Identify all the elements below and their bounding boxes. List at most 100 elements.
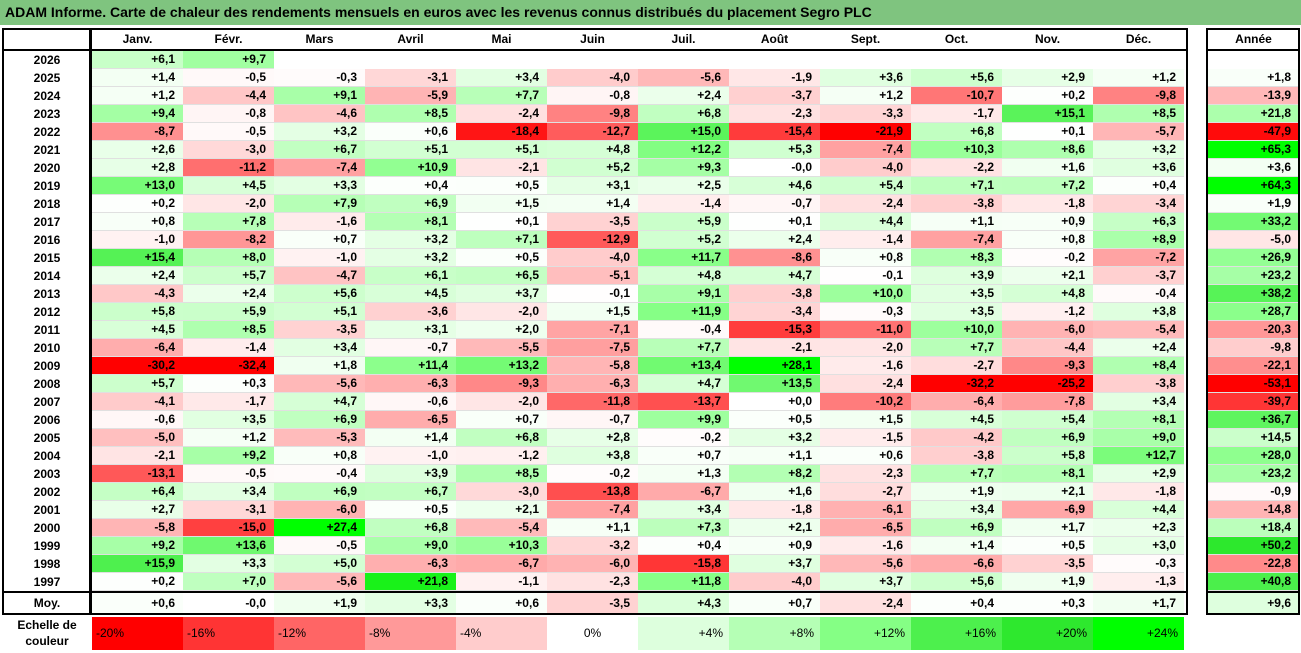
year-label: 2009 [33, 359, 61, 373]
heatmap-cell: +1,1 [911, 213, 1002, 231]
heatmap-cell: -1,4 [183, 339, 274, 357]
heatmap-cell [729, 51, 820, 69]
average-cell: +1,9 [274, 593, 365, 613]
heatmap-cell: +7,1 [911, 177, 1002, 195]
heatmap-cell: +5,1 [456, 141, 547, 159]
heatmap-cell: -1,2 [456, 447, 547, 465]
heatmap-cell: +6,8 [638, 105, 729, 123]
color-scale-swatch: -16% [183, 617, 274, 650]
heatmap-cell: +4,8 [638, 267, 729, 285]
heatmap-cell: -1,7 [911, 105, 1002, 123]
year-label: 2023 [33, 107, 61, 121]
heatmap-cell: -1,3 [1093, 573, 1184, 591]
heatmap-cell: -1,8 [1002, 195, 1093, 213]
year-label: 2015 [33, 251, 61, 265]
heatmap-cell: +7,8 [183, 213, 274, 231]
heatmap-cell: +11,9 [638, 303, 729, 321]
color-scale-swatch: +24% [1093, 617, 1184, 650]
heatmap-cell: -4,4 [1002, 339, 1093, 357]
heatmap-cell: +0,5 [729, 411, 820, 429]
heatmap-cell: +7,9 [274, 195, 365, 213]
heatmap-cell [911, 51, 1002, 69]
heatmap-cell: +0,8 [1002, 231, 1093, 249]
heatmap-cell: +4,7 [274, 393, 365, 411]
heatmap-cell: -6,0 [547, 555, 638, 573]
annual-cell: +3,6 [1208, 159, 1299, 177]
year-label: 1998 [33, 557, 61, 571]
heatmap-cell: +2,6 [92, 141, 183, 159]
year-label: 1997 [33, 575, 61, 589]
heatmap-cell: -7,4 [911, 231, 1002, 249]
annual-cell: -5,0 [1208, 231, 1299, 249]
year-label: 2026 [33, 53, 61, 67]
heatmap-cell: +6,1 [92, 51, 183, 69]
heatmap-cell: +1,9 [1002, 573, 1093, 591]
average-cell: -3,5 [547, 593, 638, 613]
heatmap-cell: +6,3 [1093, 213, 1184, 231]
heatmap-cell: +3,3 [274, 177, 365, 195]
annual-cell: -13,9 [1208, 87, 1299, 105]
heatmap-cell: -2,3 [547, 573, 638, 591]
color-scale-swatch: +8% [729, 617, 820, 650]
heatmap-cell: +10,3 [456, 537, 547, 555]
heatmap-cell: -2,3 [820, 465, 911, 483]
heatmap-cell: +0,7 [274, 231, 365, 249]
heatmap-cell: +7,2 [1002, 177, 1093, 195]
heatmap-cell: -1,2 [1002, 303, 1093, 321]
average-annual-cell: +9,6 [1208, 593, 1299, 613]
annual-cell: +33,2 [1208, 213, 1299, 231]
heatmap-cell: -2,0 [456, 303, 547, 321]
heatmap-cell [1093, 51, 1184, 69]
heatmap-cell: +5,8 [92, 303, 183, 321]
heatmap-cell: +0,6 [820, 447, 911, 465]
heatmap-cell: +7,7 [911, 465, 1002, 483]
heatmap-cell: +9,7 [183, 51, 274, 69]
heatmap-cell: +7,3 [638, 519, 729, 537]
heatmap-cell: -13,8 [547, 483, 638, 501]
heatmap-cell: -30,2 [92, 357, 183, 375]
heatmap-cell: +5,8 [1002, 447, 1093, 465]
annual-cell: +65,3 [1208, 141, 1299, 159]
heatmap-cell: +3,7 [820, 573, 911, 591]
heatmap-cell: +1,1 [729, 447, 820, 465]
heatmap-cell: -2,0 [183, 195, 274, 213]
heatmap-cell: +0,9 [1002, 213, 1093, 231]
heatmap-cell: +5,9 [638, 213, 729, 231]
annual-cell: -0,9 [1208, 483, 1299, 501]
heatmap-cell: +4,7 [729, 267, 820, 285]
heatmap-cell: +1,2 [183, 429, 274, 447]
heatmap-cell: +4,6 [729, 177, 820, 195]
heatmap-cell: +3,5 [911, 303, 1002, 321]
heatmap-cell: -3,5 [1002, 555, 1093, 573]
year-label: 2024 [33, 89, 61, 103]
heatmap-cell: -6,6 [911, 555, 1002, 573]
heatmap-cell: +5,4 [1002, 411, 1093, 429]
annual-cell: +1,8 [1208, 69, 1299, 87]
heatmap-cell: +3,4 [456, 69, 547, 87]
heatmap-cell: -1,9 [729, 69, 820, 87]
heatmap-cell: +0,0 [729, 393, 820, 411]
heatmap-cell: +0,4 [638, 537, 729, 555]
heatmap-cell: +8,1 [1093, 411, 1184, 429]
heatmap-cell: -5,7 [1093, 123, 1184, 141]
heatmap-cell: +9,3 [638, 159, 729, 177]
heatmap-cell: -3,4 [729, 303, 820, 321]
heatmap-cell: -3,4 [1093, 195, 1184, 213]
heatmap-cell: +1,2 [1093, 69, 1184, 87]
heatmap-cell: +3,1 [365, 321, 456, 339]
heatmap-cell: -6,5 [365, 411, 456, 429]
heatmap-cell: -5,4 [1093, 321, 1184, 339]
heatmap-cell: +0,5 [1002, 537, 1093, 555]
heatmap-cell: -12,7 [547, 123, 638, 141]
heatmap-cell: -0,6 [365, 393, 456, 411]
heatmap-cell: +11,8 [638, 573, 729, 591]
heatmap-cell [547, 51, 638, 69]
heatmap-cell: +8,1 [365, 213, 456, 231]
color-scale-swatch: +20% [1002, 617, 1093, 650]
heatmap-cell: -0,4 [274, 465, 365, 483]
color-scale-swatch: -20% [92, 617, 183, 650]
heatmap-cell: -4,0 [547, 69, 638, 87]
heatmap-cell: +15,4 [92, 249, 183, 267]
heatmap-cell: +21,8 [365, 573, 456, 591]
heatmap-cell: +1,5 [820, 411, 911, 429]
